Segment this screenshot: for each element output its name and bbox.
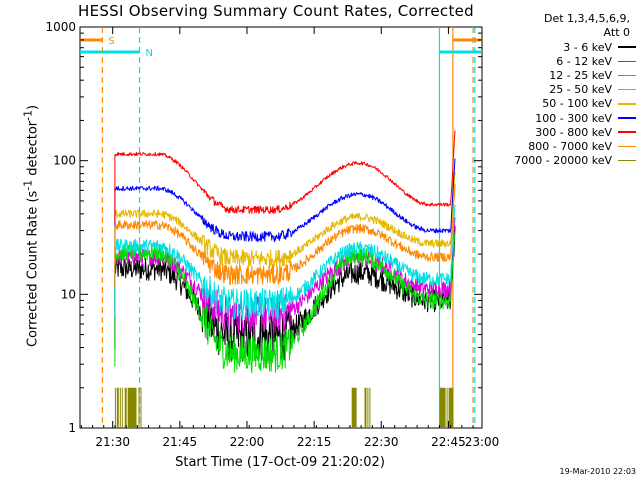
y-tick-label-3: 1000	[45, 20, 76, 34]
chart-title: HESSI Observing Summary Count Rates, Cor…	[78, 2, 474, 20]
legend-entry-1: 6 - 12 keV	[486, 54, 638, 68]
attenuator-bar-label-2: N	[146, 48, 153, 59]
legend-swatch	[618, 131, 636, 133]
legend-entry-3: 25 - 50 keV	[486, 83, 638, 97]
x-tick-label-4: 22:30	[364, 435, 399, 449]
attenuator-bar-label-0: S	[108, 36, 114, 47]
legend-swatch	[618, 145, 636, 148]
x-tick-label-2: 22:00	[230, 435, 265, 449]
legend-label: 3 - 6 keV	[563, 40, 612, 54]
x-tick-label-6: 23:00	[465, 435, 500, 449]
series-6	[114, 130, 456, 223]
y-axis-ticks: 1 10 100 1000	[45, 20, 482, 435]
y-tick-label-1: 10	[61, 287, 76, 301]
x-tick-label-5: 22:45	[431, 435, 466, 449]
x-axis-title: Start Time (17-Oct-09 21:20:02)	[175, 455, 385, 470]
legend-entries: 3 - 6 keV 6 - 12 keV 12 - 25 keV 25 - 50 ke…	[486, 40, 638, 168]
y-axis-title-main: Corrected Count Rate (s	[25, 190, 41, 348]
legend-swatch	[618, 46, 636, 48]
legend-swatch	[618, 74, 636, 77]
series-8	[114, 387, 454, 428]
x-tick-label-1: 21:45	[163, 435, 198, 449]
y-axis-title: Corrected Count Rate (s-1 detector-1)	[21, 76, 40, 376]
legend-swatch	[618, 117, 636, 119]
y-tick-label-0: 1	[68, 421, 76, 435]
series-lines	[114, 130, 456, 428]
legend-swatch	[618, 103, 636, 105]
legend-entry-6: 300 - 800 keV	[486, 125, 638, 139]
legend-entry-2: 12 - 25 keV	[486, 68, 638, 82]
legend-label: 100 - 300 keV	[535, 111, 612, 125]
series-3	[114, 204, 456, 320]
legend-entry-7: 800 - 7000 keV	[486, 139, 638, 153]
x-tick-label-0: 21:30	[95, 435, 130, 449]
series-2	[114, 232, 456, 374]
legend-label: 800 - 7000 keV	[528, 139, 612, 153]
y-axis-title-sup2: -1	[21, 110, 35, 121]
legend-label: 7000 - 20000 keV	[514, 154, 612, 168]
y-axis-title-end: )	[25, 104, 41, 111]
footer-timestamp: 19-Mar-2010 22:03	[559, 467, 637, 476]
x-tick-label-3: 22:15	[297, 435, 332, 449]
legend-header-line-2: Att 0	[603, 26, 630, 39]
legend-label: 50 - 100 keV	[542, 97, 612, 111]
legend-swatch	[618, 60, 636, 63]
legend-entry-8: 7000 - 20000 keV	[486, 154, 638, 168]
legend-swatch	[618, 159, 636, 162]
legend-swatch	[618, 88, 636, 91]
series-4	[114, 172, 456, 272]
y-axis-title-mid: detector	[25, 120, 41, 180]
legend-label: 6 - 12 keV	[556, 54, 612, 68]
legend-entry-0: 3 - 6 keV	[486, 40, 638, 54]
legend-entry-5: 100 - 300 keV	[486, 111, 638, 125]
attenuator-bars: SN	[80, 36, 482, 59]
legend-entry-4: 50 - 100 keV	[486, 97, 638, 111]
plot-frame	[79, 26, 483, 429]
y-axis-title-sup1: -1	[21, 179, 35, 191]
legend-label: 300 - 800 keV	[535, 125, 612, 139]
series-5	[114, 158, 456, 250]
legend: Det 1,3,4,5,6,9, Att 0 3 - 6 keV 6 - 12 k…	[486, 12, 638, 168]
series-7	[114, 183, 456, 288]
legend-label: 12 - 25 keV	[549, 68, 612, 82]
legend-label: 25 - 50 keV	[549, 83, 612, 97]
y-tick-label-2: 100	[53, 154, 76, 168]
legend-header-line-1: Det 1,3,4,5,6,9,	[543, 12, 630, 25]
